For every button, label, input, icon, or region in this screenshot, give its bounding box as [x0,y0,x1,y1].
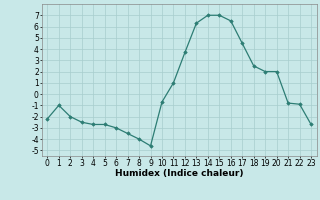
X-axis label: Humidex (Indice chaleur): Humidex (Indice chaleur) [115,169,244,178]
